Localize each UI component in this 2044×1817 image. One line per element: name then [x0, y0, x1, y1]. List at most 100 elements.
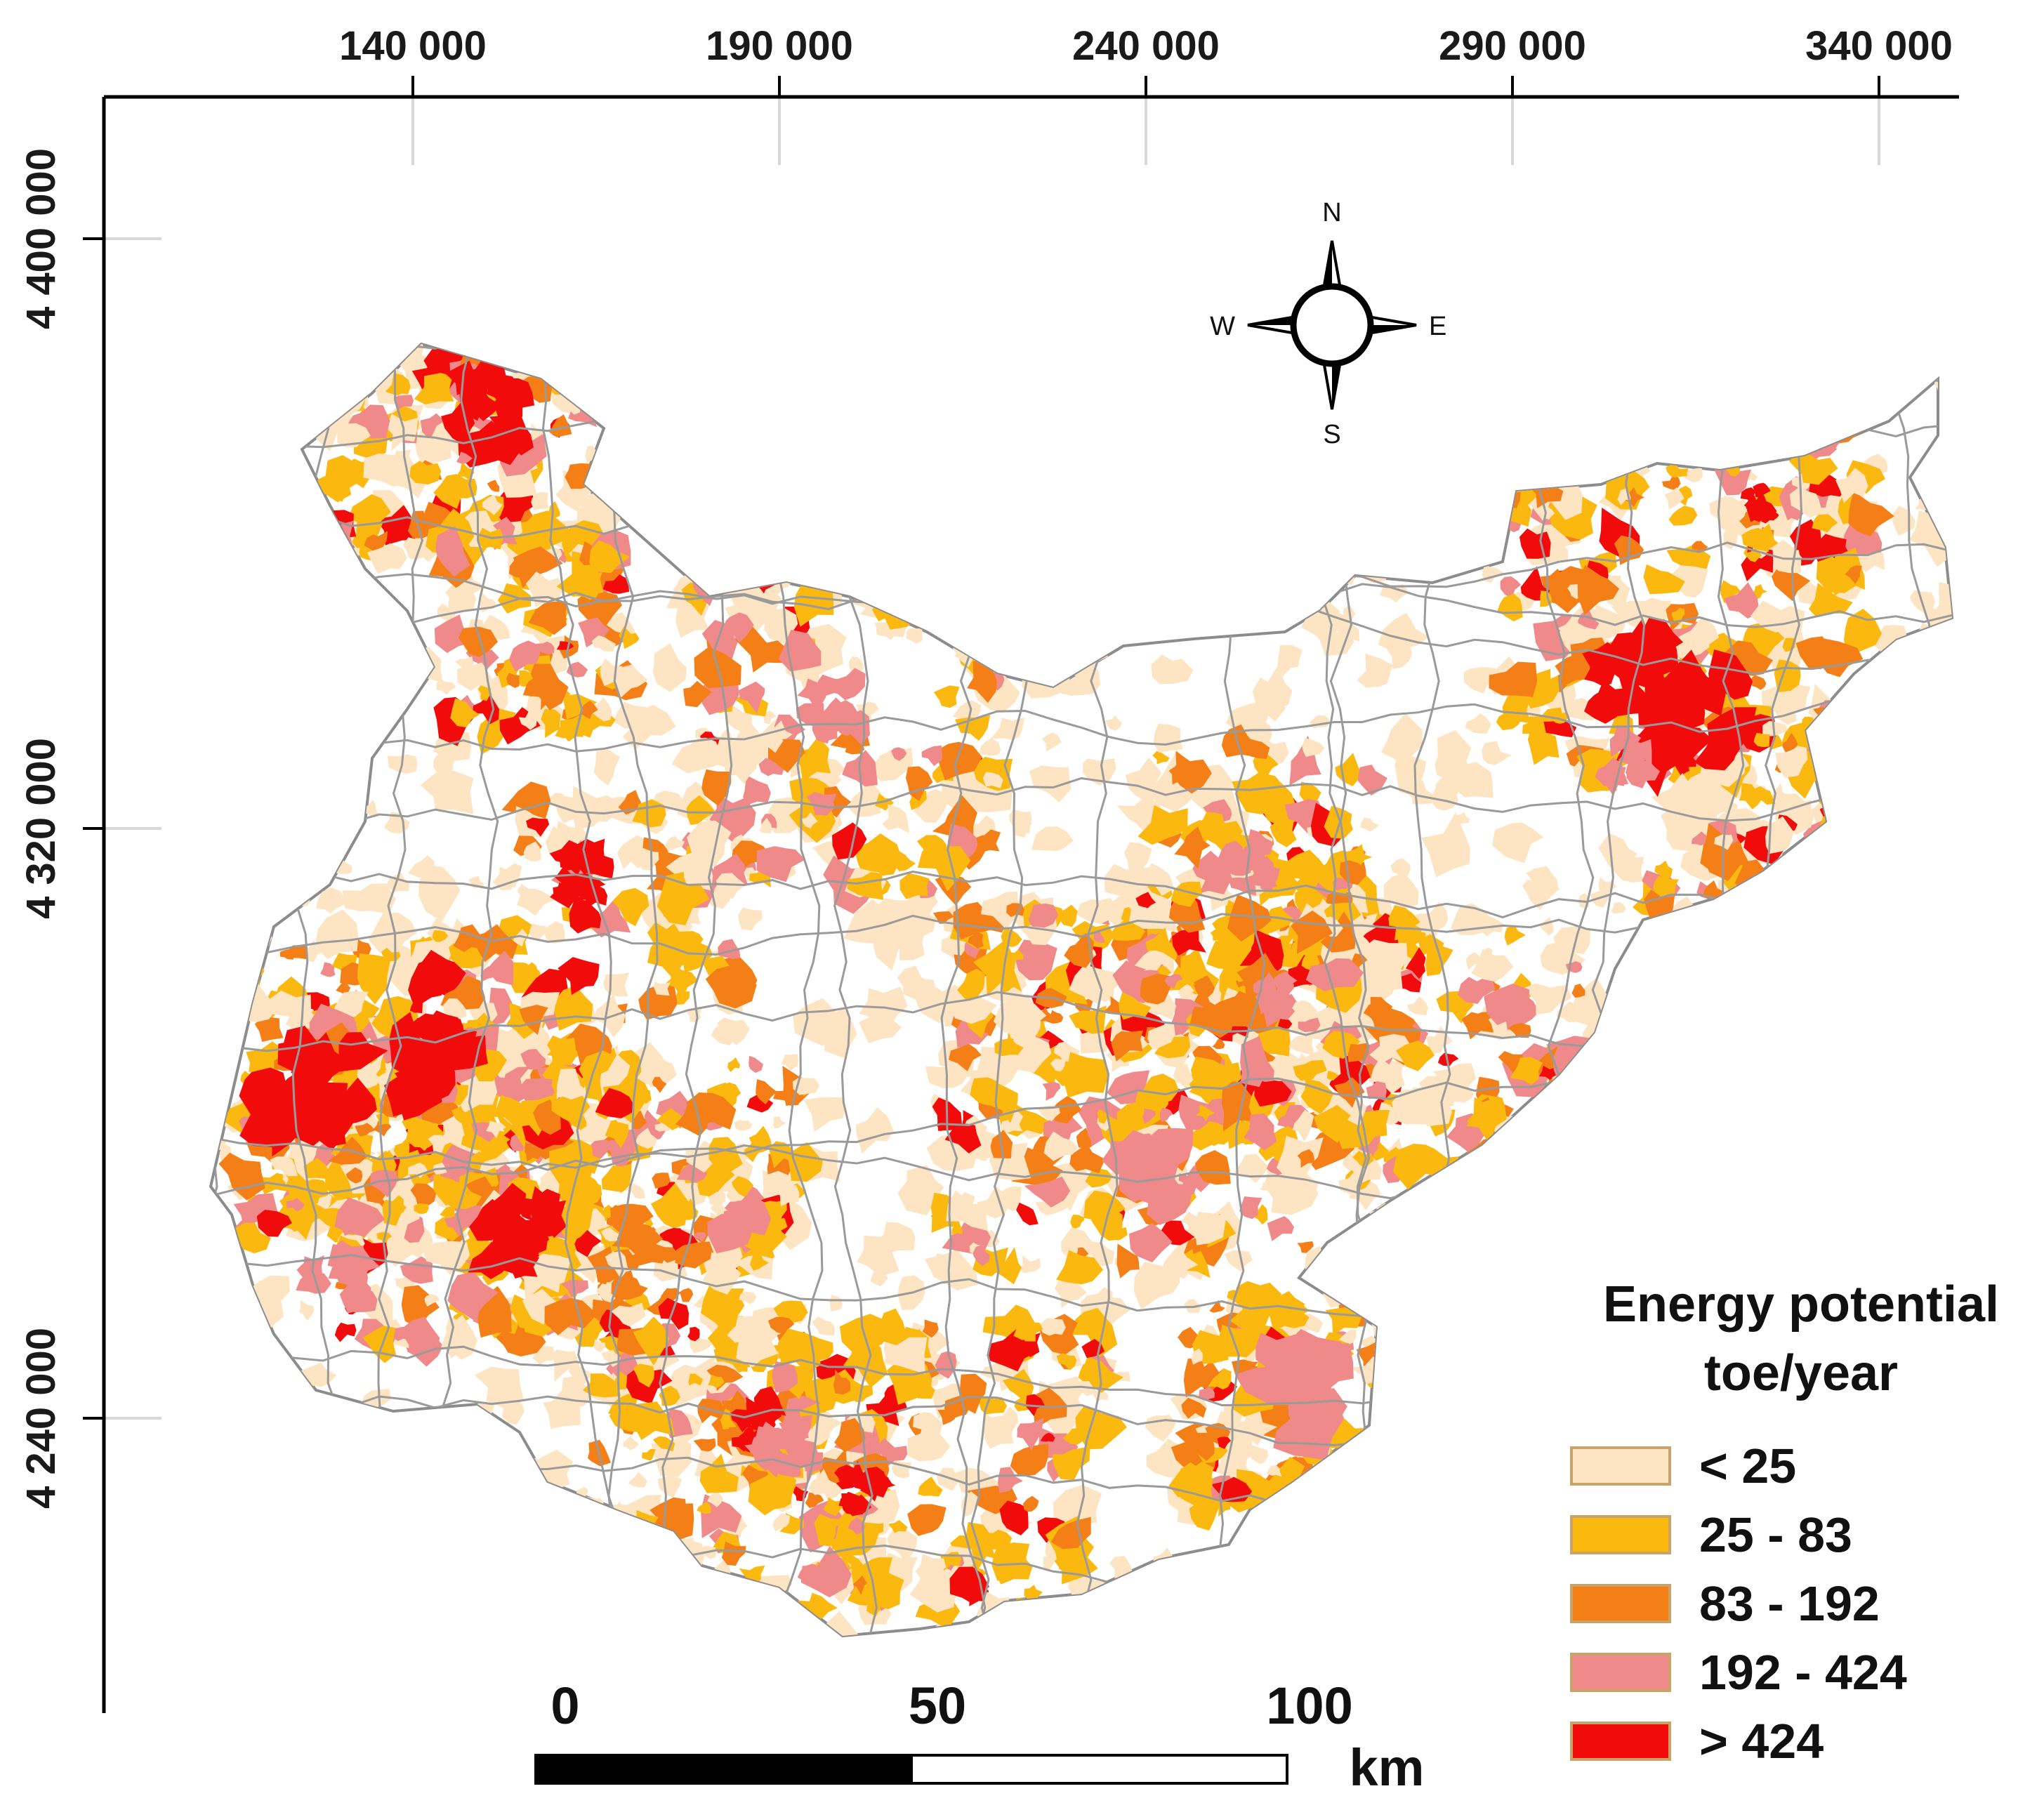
energy-patch [624, 1545, 659, 1577]
energy-patch [1591, 1560, 1616, 1582]
energy-patch [701, 1286, 744, 1335]
energy-patch [1425, 1026, 1453, 1054]
energy-patch [996, 1611, 1043, 1636]
energy-patch [693, 1438, 716, 1453]
energy-patch [1001, 927, 1022, 947]
energy-patch [289, 668, 316, 701]
energy-patch [1293, 481, 1333, 508]
legend-swatch [1570, 1446, 1671, 1486]
legend-items: < 25 25 - 83 83 - 192 192 - 424 > 424 [1570, 1439, 1907, 1769]
energy-patch [633, 1316, 670, 1366]
energy-patch [1293, 1059, 1327, 1081]
energy-patch [1688, 1034, 1701, 1046]
energy-patch [437, 603, 456, 621]
energy-patch [1565, 1115, 1592, 1137]
energy-patch [1194, 1212, 1227, 1246]
energy-patch [652, 1076, 667, 1093]
energy-patch [1908, 838, 1932, 861]
legend-title: Energy potential [1603, 1276, 1999, 1333]
energy-patch [676, 1158, 708, 1183]
energy-patch [937, 1404, 960, 1425]
energy-patch [222, 595, 237, 614]
energy-patch [1904, 1387, 1918, 1402]
energy-patch [509, 559, 534, 579]
energy-patch [1365, 997, 1393, 1022]
energy-patch [491, 1095, 523, 1126]
energy-patch [1262, 1158, 1319, 1215]
energy-patch [1577, 565, 1620, 615]
energy-patch [385, 1491, 410, 1525]
energy-patch [1769, 909, 1800, 926]
energy-patch [832, 822, 867, 860]
energy-patch [541, 708, 561, 739]
energy-patch [1836, 758, 1853, 774]
energy-patch [1681, 967, 1698, 977]
energy-patch [392, 1078, 442, 1121]
energy-patch [718, 509, 743, 534]
energy-patch [907, 1429, 951, 1462]
energy-patch [1683, 1243, 1701, 1260]
energy-patch [326, 657, 374, 694]
energy-patch [768, 1141, 794, 1168]
energy-patch [736, 383, 774, 411]
energy-patch [1091, 1205, 1123, 1241]
energy-patch [315, 766, 341, 803]
energy-patch [1255, 991, 1277, 1015]
energy-patch [611, 1302, 646, 1327]
energy-patch [665, 835, 685, 852]
energy-patch [211, 589, 239, 615]
energy-patch [718, 939, 741, 959]
energy-patch [486, 1121, 506, 1138]
energy-patch [440, 1205, 456, 1218]
energy-patch [433, 753, 456, 779]
energy-patch [1188, 1432, 1215, 1461]
energy-patch [675, 1241, 716, 1269]
energy-patch [1142, 1108, 1156, 1124]
energy-patch [1491, 451, 1521, 486]
energy-patch [1850, 1103, 1885, 1138]
energy-patch [233, 1193, 277, 1229]
energy-patch [474, 1366, 524, 1409]
energy-patch [1056, 1250, 1104, 1285]
energy-patch [1653, 876, 1679, 901]
energy-patch [1582, 1051, 1607, 1071]
energy-patch [705, 964, 757, 1009]
energy-patch [612, 1222, 664, 1257]
energy-patch [1458, 1175, 1482, 1194]
energy-patch [1834, 746, 1858, 765]
energy-patch [1297, 1149, 1314, 1168]
energy-patch [1826, 864, 1862, 904]
energy-patch [1164, 974, 1183, 989]
energy-patch [1910, 1388, 1952, 1430]
energy-patch [593, 749, 621, 786]
energy-patch [1611, 901, 1626, 914]
energy-patch [345, 404, 390, 439]
energy-patch [1320, 1612, 1365, 1636]
energy-patch [1923, 1464, 1942, 1479]
compass-rose: N S E W [1210, 198, 1446, 449]
energy-patch [757, 352, 793, 389]
energy-patch [1454, 812, 1470, 824]
energy-patch [1152, 751, 1170, 765]
energy-patch [708, 1374, 725, 1389]
energy-patch [1129, 1223, 1173, 1263]
energy-patch [942, 596, 987, 637]
energy-patch [732, 1176, 754, 1198]
energy-patch [937, 741, 982, 781]
y-tick-label: 4 240 000 [18, 1328, 64, 1509]
energy-patch [410, 1183, 436, 1207]
energy-patch [1288, 1033, 1315, 1057]
energy-patch [1816, 899, 1840, 919]
energy-patch [1637, 1415, 1654, 1430]
energy-patch [1463, 667, 1496, 694]
energy-patch [589, 540, 631, 574]
energy-patch [750, 1252, 769, 1271]
energy-patch [1089, 552, 1120, 577]
energy-patch [1382, 1377, 1404, 1400]
energy-patch [1041, 732, 1062, 752]
energy-patch [1599, 415, 1621, 440]
energy-patch [1432, 1177, 1450, 1193]
energy-patch [1488, 1147, 1522, 1175]
energy-patch [332, 1240, 365, 1264]
energy-patch [1808, 1095, 1831, 1114]
